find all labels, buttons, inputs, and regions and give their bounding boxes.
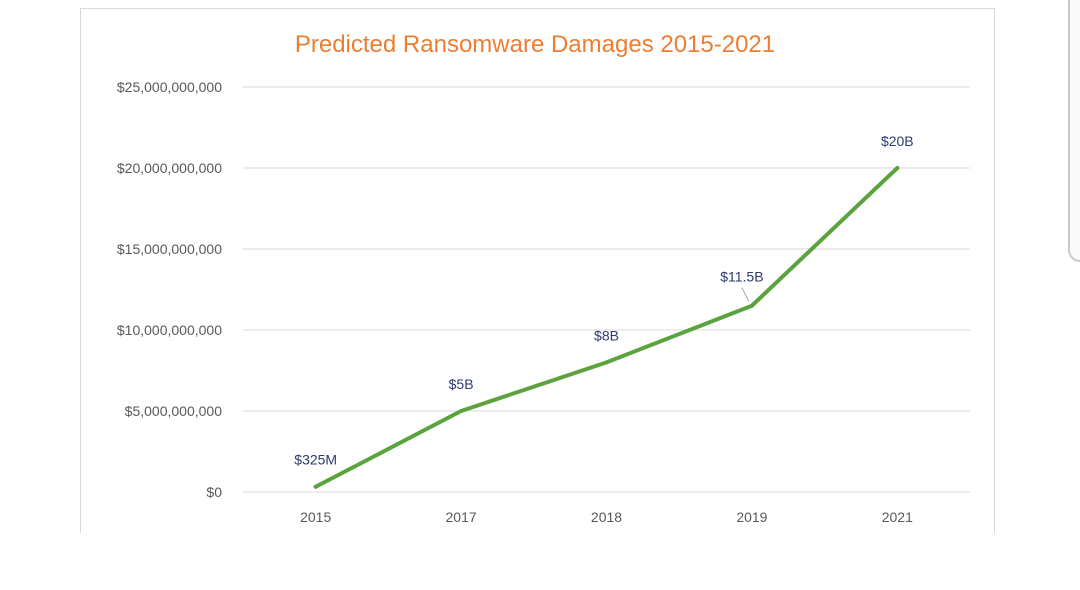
x-tick-label: 2021 (882, 509, 913, 525)
data-label: $20B (881, 133, 914, 149)
data-point (313, 484, 318, 489)
x-tick-label: 2017 (446, 509, 477, 525)
data-point (604, 360, 609, 365)
data-point (895, 166, 900, 170)
y-tick-label: $10,000,000,000 (117, 322, 222, 338)
data-point (749, 303, 754, 308)
data-label: $11.5B (720, 269, 763, 285)
y-tick-label: $15,000,000,000 (117, 241, 222, 257)
data-label: $5B (449, 376, 474, 392)
y-tick-label: $0 (206, 484, 222, 500)
x-tick-label: 2018 (591, 509, 622, 525)
data-label: $325M (294, 452, 337, 468)
y-tick-label: $5,000,000,000 (125, 403, 223, 419)
data-point (459, 409, 464, 413)
y-tick-label: $25,000,000,000 (117, 79, 222, 95)
chart-title: Predicted Ransomware Damages 2015-2021 (295, 31, 775, 58)
data-label-leader-line (741, 287, 750, 302)
data-label: $8B (594, 327, 619, 343)
chart-frame (80, 8, 995, 533)
y-tick-label: $20,000,000,000 (117, 160, 222, 176)
x-tick-label: 2019 (736, 509, 767, 525)
x-tick-label: 2015 (300, 509, 331, 525)
